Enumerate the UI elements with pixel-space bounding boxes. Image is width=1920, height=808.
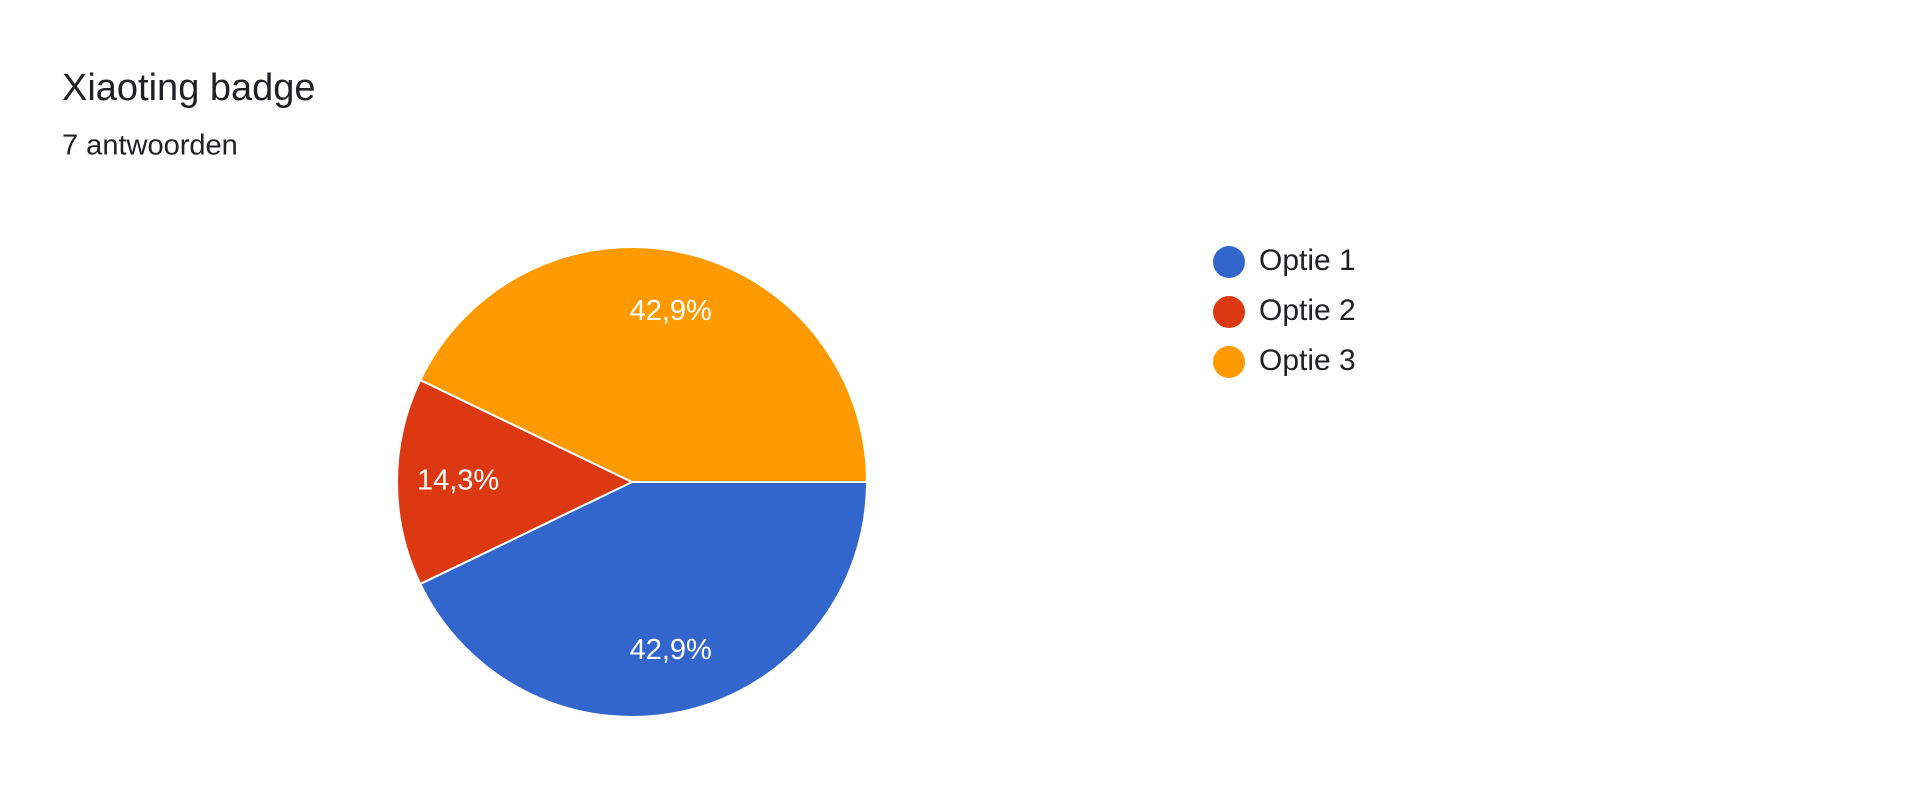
legend-marker (1213, 246, 1245, 278)
pie-slice (418, 246, 869, 483)
legend-marker (1213, 296, 1245, 328)
legend-label: Optie 3 (1259, 344, 1356, 377)
legend-label: Optie 2 (1259, 294, 1356, 327)
legend-label: Optie 1 (1259, 244, 1356, 277)
chart-title: Xiaoting badge (62, 67, 316, 109)
slice-label: 14,3% (417, 465, 499, 497)
slice-label: 42,9% (630, 295, 712, 327)
chart-subtitle: 7 antwoorden (62, 130, 238, 162)
pie-slice (396, 378, 635, 586)
legend-marker (1213, 346, 1245, 378)
slice-label: 42,9% (630, 634, 712, 666)
pie-slice (418, 481, 869, 718)
